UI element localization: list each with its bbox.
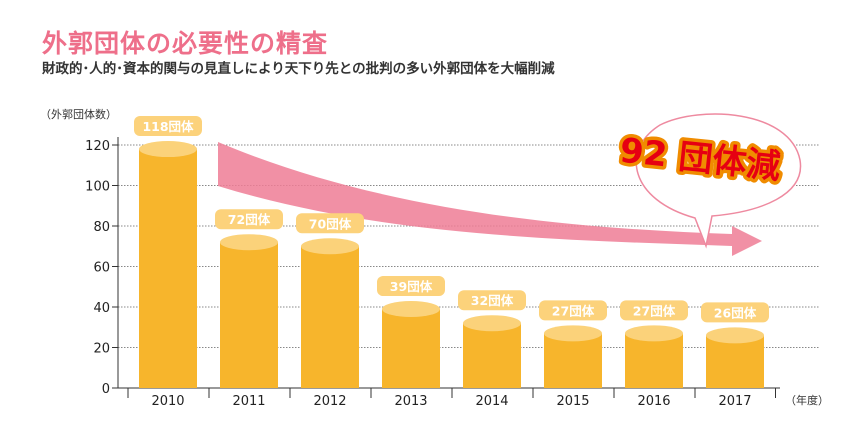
bar-top-2014 xyxy=(463,315,521,332)
bar-2010 xyxy=(139,149,197,388)
x-tick-label: 2015 xyxy=(556,394,589,409)
data-label: 27団体 xyxy=(552,303,595,318)
data-label-bg xyxy=(134,116,202,137)
page-subtitle: 財政的･人的･資本的関与の見直しにより天下り先との批判の多い外郭団体を大幅削減 xyxy=(42,61,555,77)
y-tick-label: 80 xyxy=(93,220,110,235)
bar-top-2010 xyxy=(139,141,197,158)
data-label: 70団体 xyxy=(309,216,352,231)
bar-top-2016 xyxy=(625,325,683,342)
data-label-bg xyxy=(701,302,769,323)
data-label: 27団体 xyxy=(633,303,676,318)
callout-bubble xyxy=(635,113,802,249)
bar-top-2012 xyxy=(301,238,359,255)
x-tick-label: 2014 xyxy=(475,394,508,409)
x-tick-label: 2017 xyxy=(718,394,751,409)
bar-top-2013 xyxy=(382,301,440,318)
bar-2016 xyxy=(625,333,683,388)
bar-2015 xyxy=(544,333,602,388)
bar-2017 xyxy=(706,335,764,388)
y-axis-label: （外郭団体数） xyxy=(40,107,117,121)
bar-2014 xyxy=(463,323,521,388)
bar-top-2015 xyxy=(544,325,602,342)
bar-2012 xyxy=(301,246,359,388)
y-tick-label: 120 xyxy=(85,139,110,154)
data-label-bg xyxy=(377,276,445,297)
x-tick-label: 2011 xyxy=(232,394,265,409)
y-tick-label: 40 xyxy=(93,301,110,316)
x-axis-label: （年度） xyxy=(785,393,829,407)
x-tick-label: 2010 xyxy=(151,394,184,409)
bar-2011 xyxy=(220,242,278,388)
bar-top-2011 xyxy=(220,234,278,251)
decrease-arrow xyxy=(218,142,762,256)
data-label: 39団体 xyxy=(390,279,433,294)
x-tick-label: 2016 xyxy=(637,394,670,409)
y-tick-label: 60 xyxy=(93,261,110,276)
page-title: 外郭団体の必要性の精査 xyxy=(42,29,329,58)
data-label: 118団体 xyxy=(142,119,194,134)
y-tick-label: 0 xyxy=(102,382,110,397)
x-tick-label: 2012 xyxy=(313,394,346,409)
bar-top-2017 xyxy=(706,327,764,344)
data-label-bg xyxy=(620,300,688,321)
data-label-bg xyxy=(215,209,283,230)
data-label: 32団体 xyxy=(471,293,514,308)
y-tick-label: 100 xyxy=(85,180,110,195)
data-label: 72団体 xyxy=(228,212,271,227)
data-label-bg xyxy=(458,290,526,311)
data-label-bg xyxy=(539,300,607,321)
data-label: 26団体 xyxy=(714,305,757,320)
x-tick-label: 2013 xyxy=(394,394,427,409)
y-tick-label: 20 xyxy=(93,342,110,357)
bar-2013 xyxy=(382,309,440,388)
data-label-bg xyxy=(296,213,364,234)
